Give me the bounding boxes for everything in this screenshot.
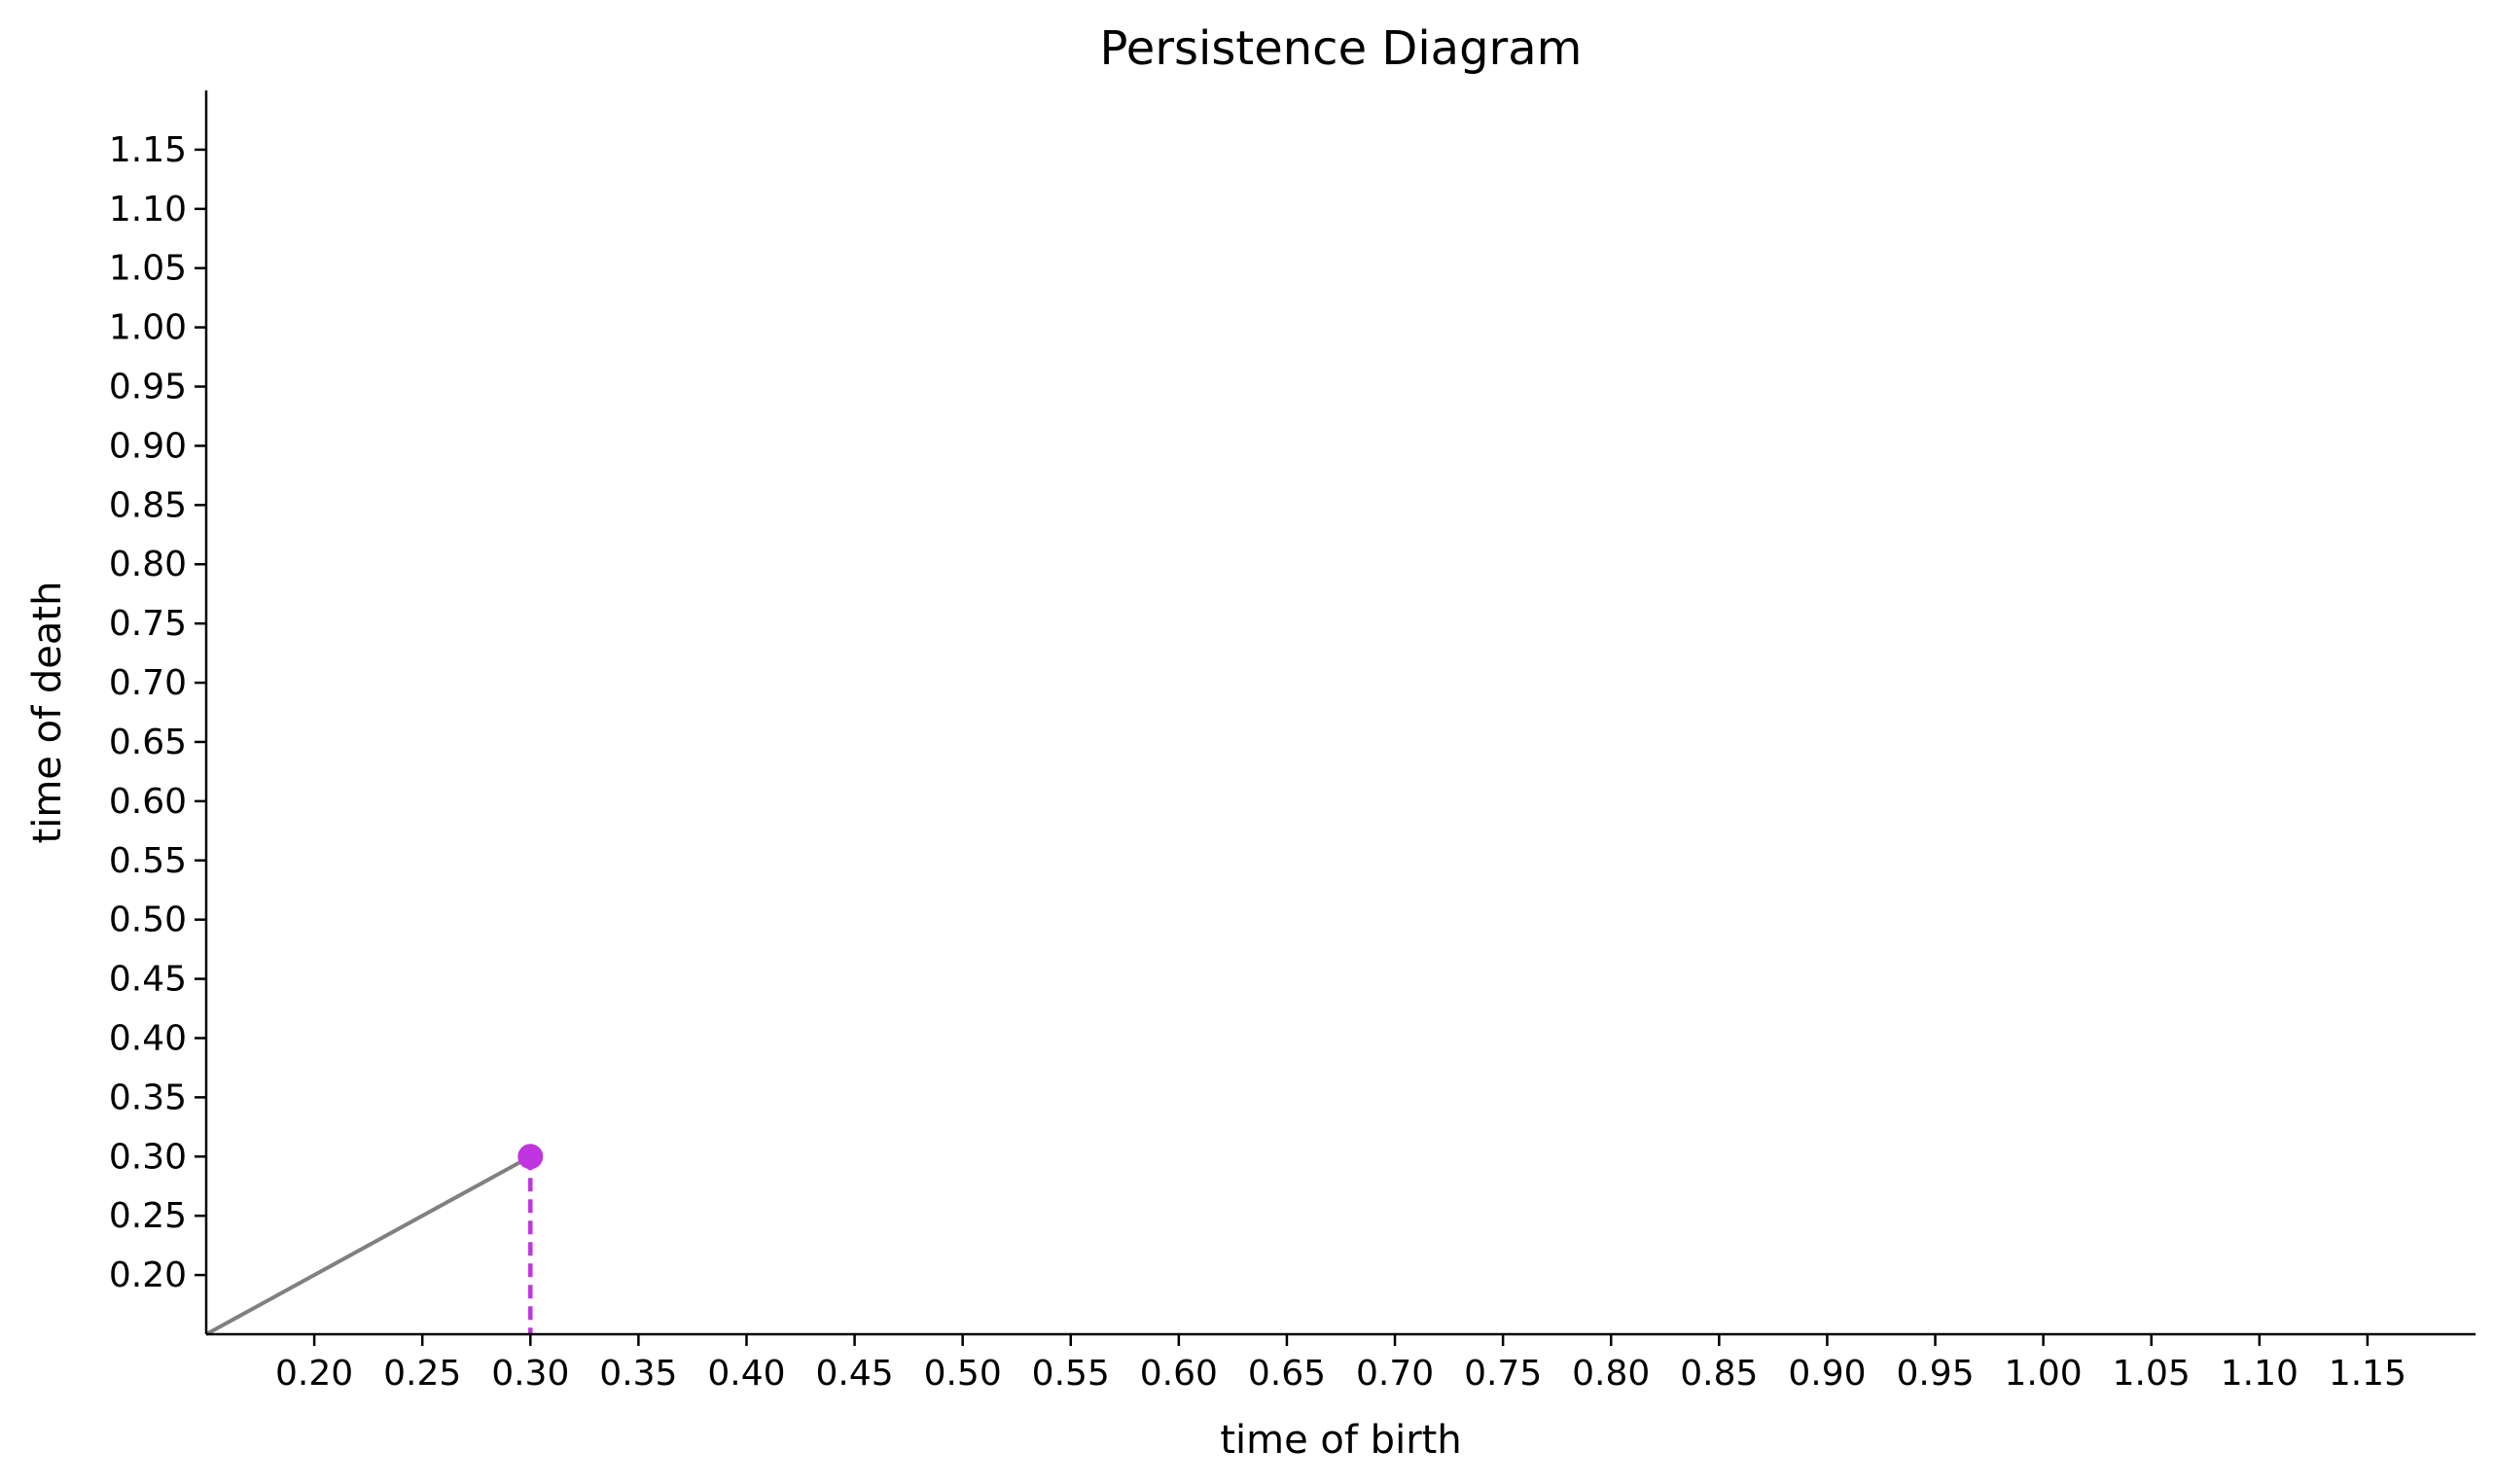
y-tick-label: 0.20 xyxy=(109,1255,187,1295)
x-tick-label: 0.50 xyxy=(924,1354,1002,1394)
plot-area xyxy=(205,1144,544,1336)
x-tick-label: 0.35 xyxy=(599,1354,677,1394)
y-tick-label: 0.40 xyxy=(109,1018,187,1058)
y-tick-label: 0.95 xyxy=(109,368,187,407)
y-tick-label: 1.00 xyxy=(109,308,187,348)
y-tick-label: 0.55 xyxy=(109,841,187,881)
x-tick-label: 0.25 xyxy=(383,1354,461,1394)
x-tick-label: 0.75 xyxy=(1464,1354,1542,1394)
x-tick-label: 0.40 xyxy=(707,1354,785,1394)
y-tick-label: 0.45 xyxy=(109,960,187,1000)
x-tick-label: 0.80 xyxy=(1572,1354,1650,1394)
axes: 0.20 0.25 0.30 0.35 0.40 0.45 0.50 0.55 0.60 0.65… xyxy=(109,90,2476,1394)
x-tick-label: 0.20 xyxy=(275,1354,353,1394)
x-tick-label: 0.70 xyxy=(1356,1354,1434,1394)
x-tick-label: 0.65 xyxy=(1248,1354,1326,1394)
y-tick-label: 1.05 xyxy=(109,249,187,289)
y-tick-label: 0.65 xyxy=(109,723,187,762)
y-tick-label: 0.90 xyxy=(109,426,187,466)
x-tick-label: 0.60 xyxy=(1140,1354,1218,1394)
x-tick-label: 1.05 xyxy=(2113,1354,2191,1394)
y-tick-label: 0.25 xyxy=(109,1196,187,1236)
x-tick-label: 0.90 xyxy=(1788,1354,1866,1394)
chart-title: Persistence Diagram xyxy=(1100,21,1583,76)
y-tick-label: 0.50 xyxy=(109,901,187,940)
x-tick-label: 0.95 xyxy=(1896,1354,1974,1394)
y-tick-label: 1.15 xyxy=(109,130,187,170)
x-tick-label: 0.55 xyxy=(1032,1354,1110,1394)
y-tick-label: 0.70 xyxy=(109,663,187,703)
diagonal-line xyxy=(205,1154,532,1336)
x-tick-label: 0.85 xyxy=(1680,1354,1758,1394)
y-tick-label: 0.60 xyxy=(109,782,187,822)
y-tick-label: 0.85 xyxy=(109,485,187,525)
y-tick-label: 1.10 xyxy=(109,190,187,230)
data-point xyxy=(517,1144,544,1170)
x-tick-label: 0.30 xyxy=(491,1354,569,1394)
y-tick-label: 0.35 xyxy=(109,1078,187,1117)
x-tick-label: 0.45 xyxy=(815,1354,893,1394)
y-axis-title: time of death xyxy=(25,582,70,844)
x-tick-label: 1.00 xyxy=(2005,1354,2083,1394)
y-tick-label: 0.30 xyxy=(109,1137,187,1177)
x-tick-label: 1.10 xyxy=(2221,1354,2299,1394)
y-tick-label: 0.75 xyxy=(109,604,187,644)
x-tick-label: 1.15 xyxy=(2329,1354,2406,1394)
y-tick-label: 0.80 xyxy=(109,545,187,584)
x-axis-title: time of birth xyxy=(1220,1418,1461,1463)
